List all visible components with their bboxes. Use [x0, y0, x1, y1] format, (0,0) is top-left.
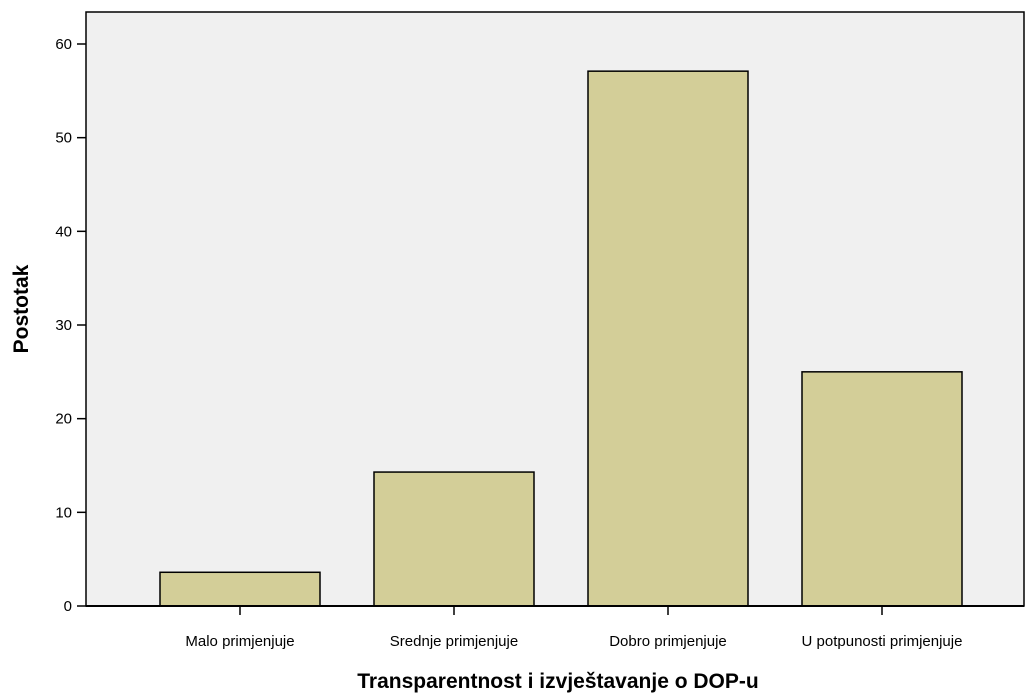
x-tick-label: Srednje primjenjuje: [390, 633, 518, 650]
x-tick-label: Dobro primjenjuje: [609, 633, 727, 650]
y-tick-label: 30: [55, 317, 72, 334]
x-axis-title: Transparentnost i izvještavanje o DOP-u: [357, 670, 758, 693]
bar-4: [801, 371, 963, 607]
x-tick-label: Malo primjenjuje: [185, 633, 294, 650]
x-tick-label: U potpunosti primjenjuje: [802, 633, 963, 650]
axes-group: Malo primjenjuje Srednje primjenjuje Dobro…: [55, 36, 1024, 650]
y-tick-label: 40: [55, 223, 72, 240]
bar-2: [373, 471, 535, 607]
y-tick-label: 50: [55, 130, 72, 147]
y-axis-title: Postotak: [10, 264, 33, 353]
y-tick-label: 60: [55, 36, 72, 53]
bar-3: [587, 70, 749, 607]
y-tick-label: 0: [64, 598, 72, 615]
y-tick-label: 10: [55, 504, 72, 521]
bars-group: [159, 70, 963, 607]
bar-1: [159, 571, 321, 607]
y-tick-label: 20: [55, 411, 72, 428]
